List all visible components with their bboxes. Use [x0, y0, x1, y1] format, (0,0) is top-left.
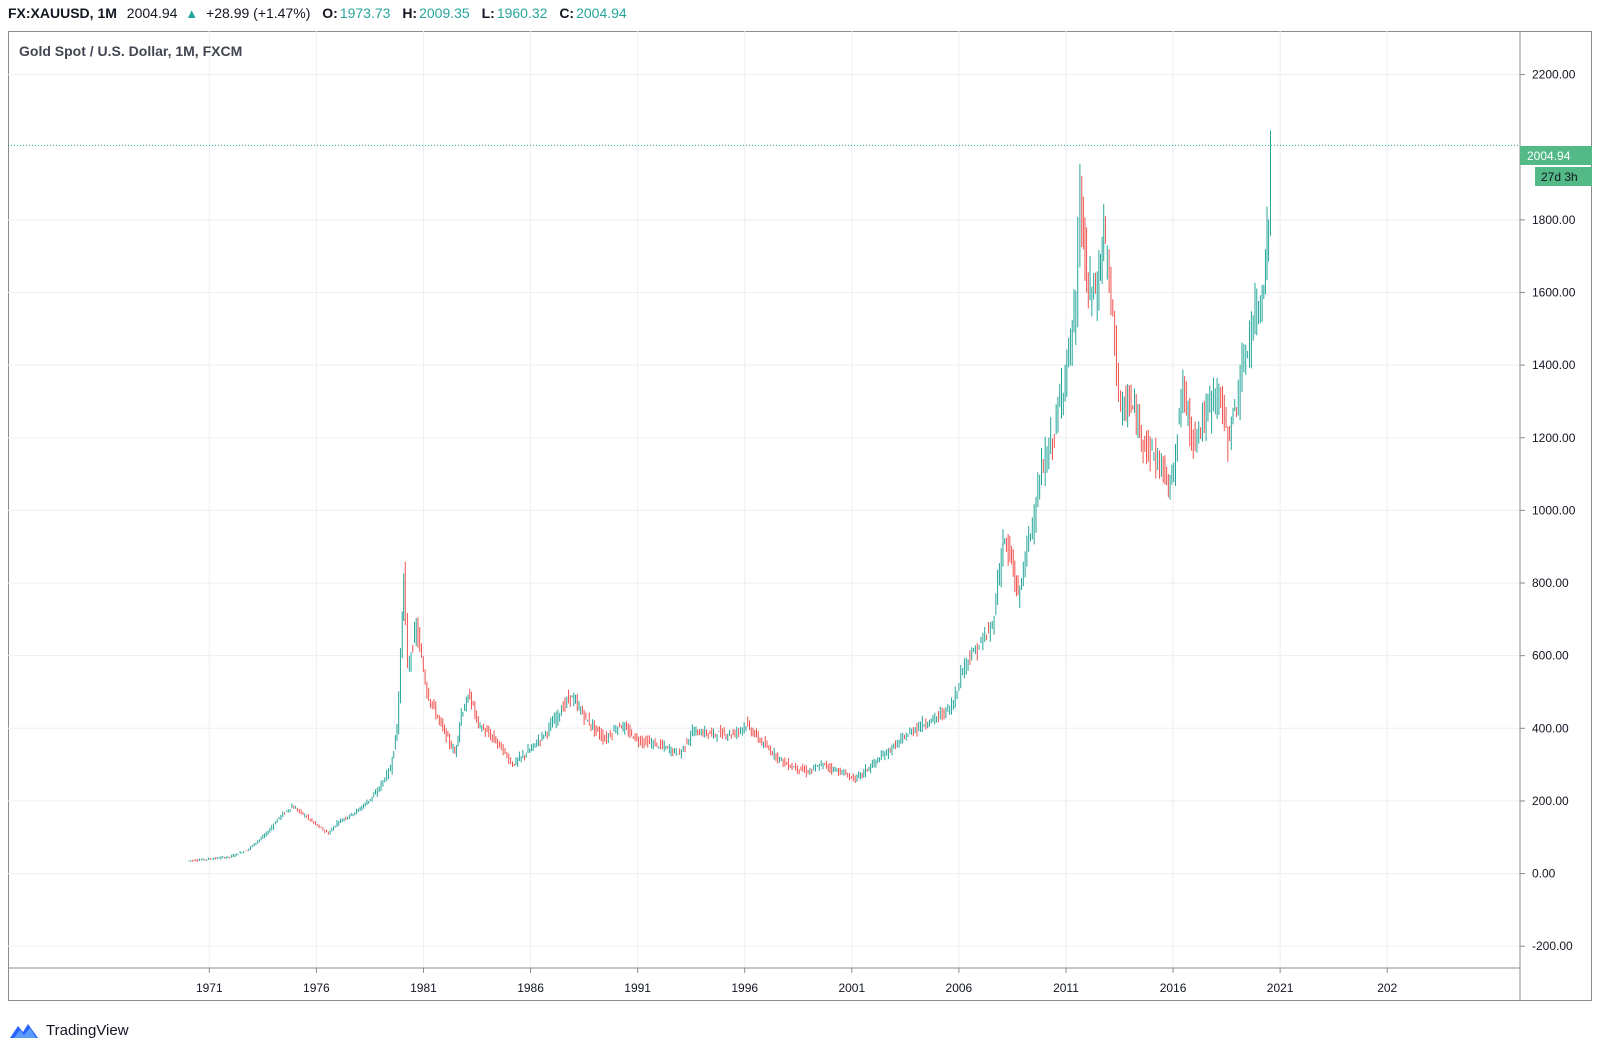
last-price-badge-bg: [1520, 146, 1592, 165]
price-axis: 2200.00 1800.00 1600.00 1400.00 1200.00 1000.…: [1520, 68, 1576, 953]
price-tick-label: 1400.00: [1532, 358, 1576, 372]
time-tick-label: 1981: [410, 981, 437, 995]
open-value: 1973.73: [339, 5, 391, 21]
time-tick-label: 1996: [731, 981, 758, 995]
tradingview-cloud-icon: [10, 1024, 38, 1038]
footer[interactable]: TradingView: [8, 1018, 129, 1042]
price-tick-label: 2200.00: [1532, 68, 1576, 82]
price-tick-label: 600.00: [1532, 649, 1569, 663]
time-tick-label: 202: [1377, 981, 1397, 995]
price-tick-label: 200.00: [1532, 794, 1569, 808]
tradingview-brand[interactable]: TradingView: [46, 1021, 129, 1039]
time-tick-label: 2021: [1267, 981, 1294, 995]
high-value: 2009.35: [419, 5, 470, 21]
price-tick-label: -200.00: [1532, 939, 1573, 953]
close-value: 2004.94: [576, 5, 627, 21]
price-tick-label: 1200.00: [1532, 431, 1576, 445]
chart-legend-title: Gold Spot / U.S. Dollar, 1M, FXCM: [19, 43, 243, 59]
time-tick-label: 2011: [1053, 981, 1079, 995]
last-price: 2004.94: [126, 5, 178, 21]
triangle-up-icon: ▲: [185, 6, 199, 21]
time-tick-label: 1971: [196, 981, 223, 995]
countdown-badge-text: 27d 3h: [1541, 170, 1578, 184]
chart-grid: [8, 31, 1520, 968]
open-label: O:: [322, 5, 338, 21]
time-tick-label: 1991: [624, 981, 651, 995]
price-tick-label: 1000.00: [1532, 503, 1576, 517]
price-change: +28.99 (+1.47%): [206, 5, 311, 21]
last-price-badge: 2004.94 27d 3h: [1520, 146, 1592, 186]
price-series: [188, 130, 1271, 863]
high-label: H:: [402, 5, 418, 21]
time-tick-label: 1976: [303, 981, 330, 995]
time-tick-label: 2016: [1160, 981, 1187, 995]
time-tick-label: 2001: [838, 981, 865, 995]
last-price-badge-text: 2004.94: [1527, 149, 1571, 163]
price-tick-label: 400.00: [1532, 721, 1569, 735]
symbol-header: FX:XAUUSD, 1M 2004.94 ▲ +28.99 (+1.47%) …: [8, 3, 627, 23]
price-tick-label: 800.00: [1532, 576, 1569, 590]
time-tick-label: 2006: [946, 981, 973, 995]
chart-frame: [8, 31, 1592, 1001]
countdown-badge-bg: [1535, 167, 1592, 186]
price-tick-label: 0.00: [1532, 867, 1556, 881]
symbol-name[interactable]: FX:XAUUSD, 1M: [8, 5, 117, 21]
low-value: 1960.32: [496, 5, 548, 21]
price-tick-label: 1600.00: [1532, 285, 1576, 299]
time-tick-label: 1986: [517, 981, 544, 995]
price-tick-label: 1800.00: [1532, 213, 1576, 227]
close-label: C:: [559, 5, 575, 21]
time-axis: 1971 1976 1981 1986 1991 1996 2001 2006 2011 2016…: [196, 968, 1398, 995]
low-label: L:: [481, 5, 495, 21]
